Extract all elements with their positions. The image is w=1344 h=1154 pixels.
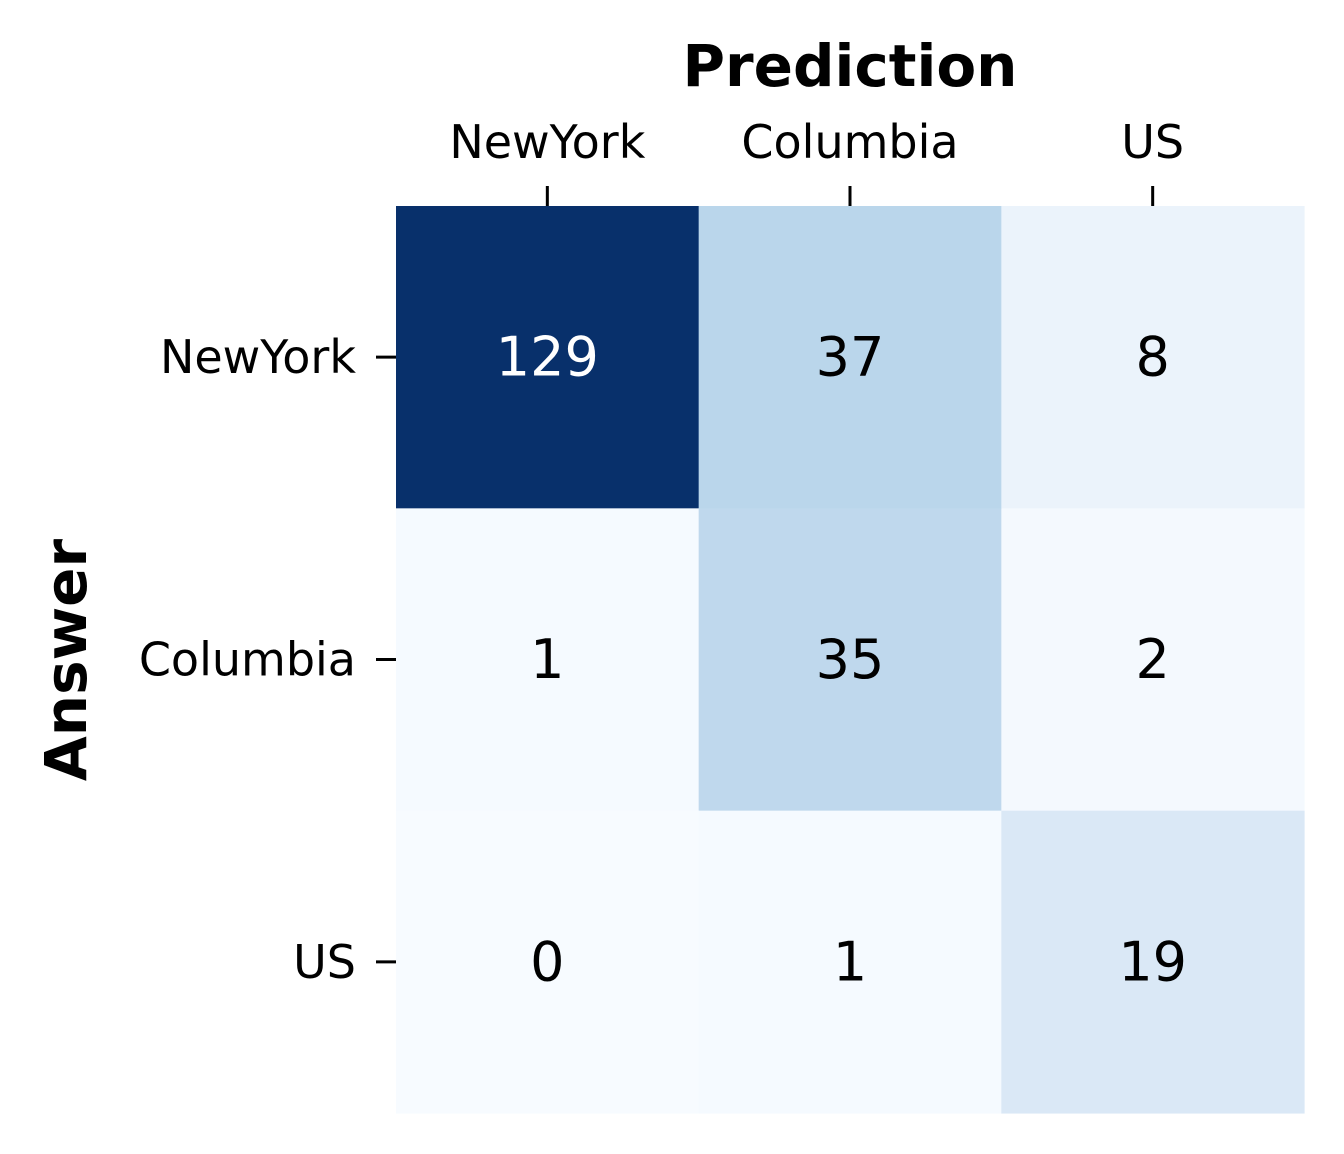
cell-value-label: 129 bbox=[496, 326, 599, 389]
heatmap-cell bbox=[396, 810, 700, 1114]
cell-value-label: 1 bbox=[530, 628, 564, 691]
heatmap-cell bbox=[1001, 508, 1305, 812]
heatmap-cell bbox=[698, 810, 1002, 1114]
x-tick-label: Columbia bbox=[741, 115, 958, 169]
y-tick-label: Columbia bbox=[139, 632, 356, 686]
x-axis-ticks: NewYork Columbia US bbox=[449, 115, 1184, 206]
heatmap-cell bbox=[698, 206, 1002, 509]
heatmap-cell bbox=[396, 206, 700, 509]
cell-value-label: 1 bbox=[833, 930, 867, 993]
y-axis-title: Answer bbox=[32, 538, 100, 781]
heatmap-cell bbox=[1001, 206, 1305, 509]
heatmap-cell bbox=[698, 508, 1002, 812]
cell-value-label: 19 bbox=[1118, 930, 1187, 993]
x-tick-label: NewYork bbox=[449, 115, 645, 169]
heatmap-cell bbox=[1001, 810, 1305, 1114]
heatmap-cell bbox=[396, 508, 700, 812]
cell-value-label: 35 bbox=[816, 628, 885, 691]
cell-value-label: 0 bbox=[530, 930, 564, 993]
y-tick-label: NewYork bbox=[160, 330, 356, 384]
x-axis-title: Prediction bbox=[683, 32, 1018, 100]
y-tick-label: US bbox=[293, 935, 356, 989]
cell-value-label: 2 bbox=[1135, 628, 1169, 691]
cell-value-label: 37 bbox=[816, 326, 885, 389]
cell-value-label: 8 bbox=[1135, 326, 1169, 389]
heatmap-cells: 129 37 8 1 35 2 0 1 19 bbox=[396, 206, 1305, 1114]
x-tick-label: US bbox=[1121, 115, 1184, 169]
y-axis-ticks: NewYork Columbia US bbox=[139, 330, 396, 989]
